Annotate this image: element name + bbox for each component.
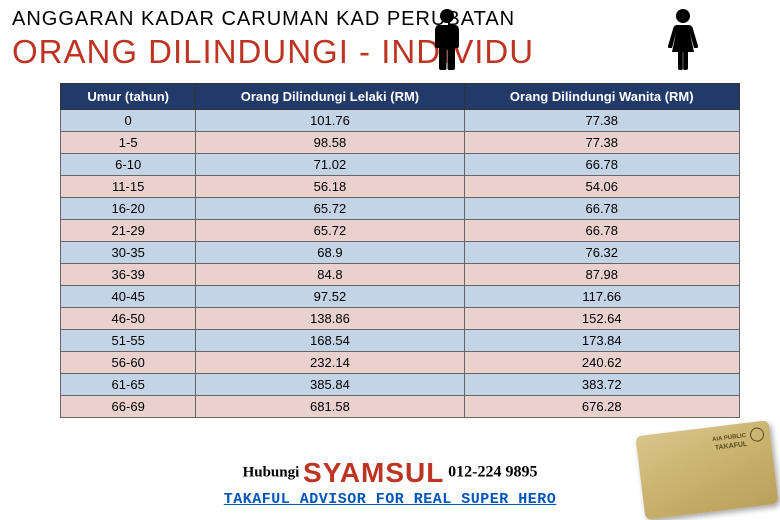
col-female: Orang Dilindungi Wanita (RM) <box>464 84 739 110</box>
col-male: Orang Dilindungi Lelaki (RM) <box>196 84 464 110</box>
table-cell: 138.86 <box>196 308 464 330</box>
table-cell: 71.02 <box>196 154 464 176</box>
table-cell: 68.9 <box>196 242 464 264</box>
table-cell: 65.72 <box>196 198 464 220</box>
rate-table: Umur (tahun) Orang Dilindungi Lelaki (RM… <box>60 83 740 418</box>
table-row: 16-2065.7266.78 <box>61 198 740 220</box>
table-cell: 173.84 <box>464 330 739 352</box>
table-row: 0101.7677.38 <box>61 110 740 132</box>
table-cell: 16-20 <box>61 198 196 220</box>
table-cell: 385.84 <box>196 374 464 396</box>
table-cell: 66.78 <box>464 154 739 176</box>
table-cell: 56-60 <box>61 352 196 374</box>
table-cell: 51-55 <box>61 330 196 352</box>
table-cell: 98.58 <box>196 132 464 154</box>
rate-table-container: Umur (tahun) Orang Dilindungi Lelaki (RM… <box>0 75 780 418</box>
col-age: Umur (tahun) <box>61 84 196 110</box>
table-cell: 152.64 <box>464 308 739 330</box>
card-brand-line2: TAKAFUL <box>714 441 747 452</box>
contact-name: SYAMSUL <box>303 457 444 488</box>
card-logo-icon <box>749 427 765 443</box>
contact-label: Hubungi <box>243 464 300 480</box>
table-cell: 1-5 <box>61 132 196 154</box>
table-cell: 117.66 <box>464 286 739 308</box>
table-cell: 676.28 <box>464 396 739 418</box>
table-cell: 30-35 <box>61 242 196 264</box>
page-subtitle: ANGGARAN KADAR CARUMAN KAD PERUBATAN <box>12 8 768 31</box>
table-row: 46-50138.86152.64 <box>61 308 740 330</box>
table-cell: 21-29 <box>61 220 196 242</box>
table-row: 56-60232.14240.62 <box>61 352 740 374</box>
table-cell: 6-10 <box>61 154 196 176</box>
table-cell: 66-69 <box>61 396 196 418</box>
table-row: 66-69681.58676.28 <box>61 396 740 418</box>
table-row: 40-4597.52117.66 <box>61 286 740 308</box>
table-cell: 77.38 <box>464 110 739 132</box>
male-icon <box>430 8 464 70</box>
table-row: 6-1071.0266.78 <box>61 154 740 176</box>
table-cell: 84.8 <box>196 264 464 286</box>
table-cell: 56.18 <box>196 176 464 198</box>
table-row: 36-3984.887.98 <box>61 264 740 286</box>
table-cell: 65.72 <box>196 220 464 242</box>
table-cell: 87.98 <box>464 264 739 286</box>
table-cell: 76.32 <box>464 242 739 264</box>
table-row: 61-65385.84383.72 <box>61 374 740 396</box>
female-icon <box>664 8 702 70</box>
table-header-row: Umur (tahun) Orang Dilindungi Lelaki (RM… <box>61 84 740 110</box>
table-row: 51-55168.54173.84 <box>61 330 740 352</box>
table-cell: 66.78 <box>464 220 739 242</box>
takaful-card-image: AIA PUBLIC TAKAFUL <box>635 420 778 520</box>
table-body: 0101.7677.381-598.5877.386-1071.0266.781… <box>61 110 740 418</box>
contact-phone: 012-224 9895 <box>448 463 537 480</box>
table-cell: 46-50 <box>61 308 196 330</box>
table-cell: 232.14 <box>196 352 464 374</box>
table-row: 30-3568.976.32 <box>61 242 740 264</box>
table-cell: 681.58 <box>196 396 464 418</box>
table-cell: 61-65 <box>61 374 196 396</box>
table-cell: 36-39 <box>61 264 196 286</box>
table-cell: 168.54 <box>196 330 464 352</box>
table-row: 21-2965.7266.78 <box>61 220 740 242</box>
table-cell: 101.76 <box>196 110 464 132</box>
page-title: ORANG DILINDUNGI - INDIVIDU <box>12 33 768 71</box>
table-cell: 77.38 <box>464 132 739 154</box>
table-cell: 0 <box>61 110 196 132</box>
table-cell: 66.78 <box>464 198 739 220</box>
table-row: 11-1556.1854.06 <box>61 176 740 198</box>
table-cell: 383.72 <box>464 374 739 396</box>
table-cell: 11-15 <box>61 176 196 198</box>
table-row: 1-598.5877.38 <box>61 132 740 154</box>
header: ANGGARAN KADAR CARUMAN KAD PERUBATAN ORA… <box>0 0 780 75</box>
table-cell: 54.06 <box>464 176 739 198</box>
table-cell: 40-45 <box>61 286 196 308</box>
table-cell: 97.52 <box>196 286 464 308</box>
table-cell: 240.62 <box>464 352 739 374</box>
